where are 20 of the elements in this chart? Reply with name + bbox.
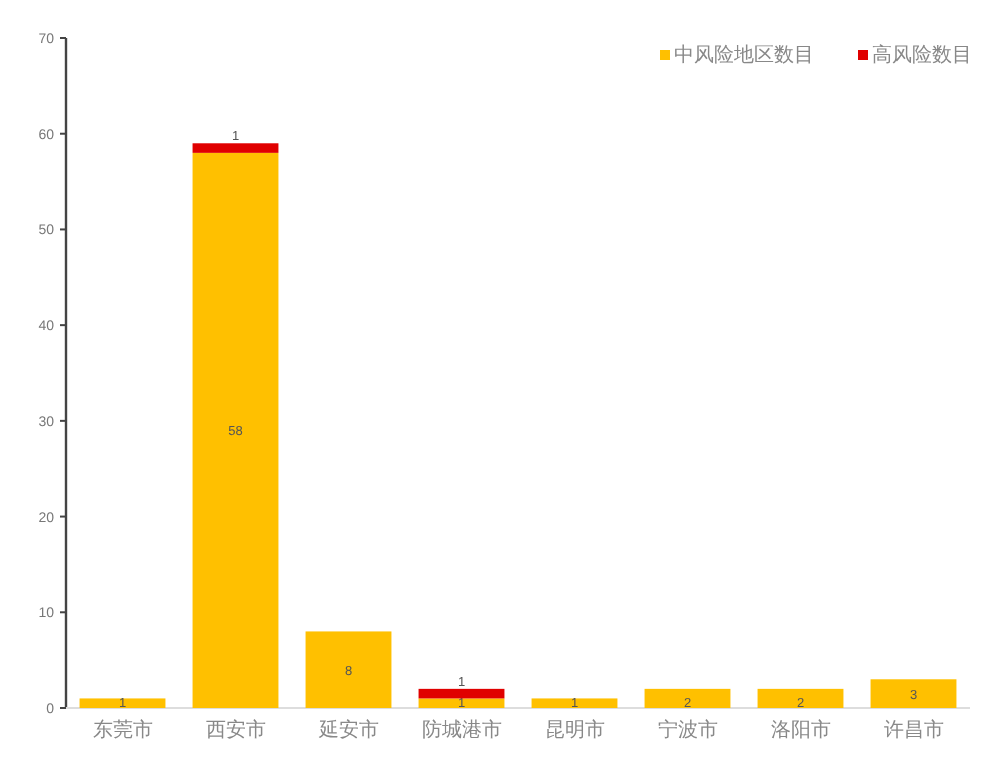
x-tick-label: 西安市 bbox=[205, 718, 266, 742]
x-tick-label: 延安市 bbox=[316, 718, 379, 742]
x-tick-label: 防城港市 bbox=[421, 718, 502, 742]
x-tick-label: 洛阳市 bbox=[770, 718, 831, 742]
x-tick-label: 东莞市 bbox=[92, 718, 153, 742]
bar bbox=[531, 698, 618, 708]
bar bbox=[305, 631, 392, 708]
bar bbox=[644, 688, 731, 708]
bar bbox=[192, 152, 279, 708]
bar bbox=[418, 688, 505, 699]
bar bbox=[418, 698, 505, 708]
bar bbox=[79, 698, 166, 708]
bar bbox=[192, 143, 279, 153]
legend-label: 高风险数目 bbox=[872, 43, 972, 67]
legend-label: 中风险地区数目 bbox=[674, 43, 814, 67]
x-tick-label: 许昌市 bbox=[883, 718, 944, 742]
bar bbox=[757, 688, 844, 708]
bar bbox=[870, 679, 957, 708]
x-tick-label: 宁波市 bbox=[657, 718, 718, 742]
x-tick-label: 昆明市 bbox=[544, 718, 605, 742]
